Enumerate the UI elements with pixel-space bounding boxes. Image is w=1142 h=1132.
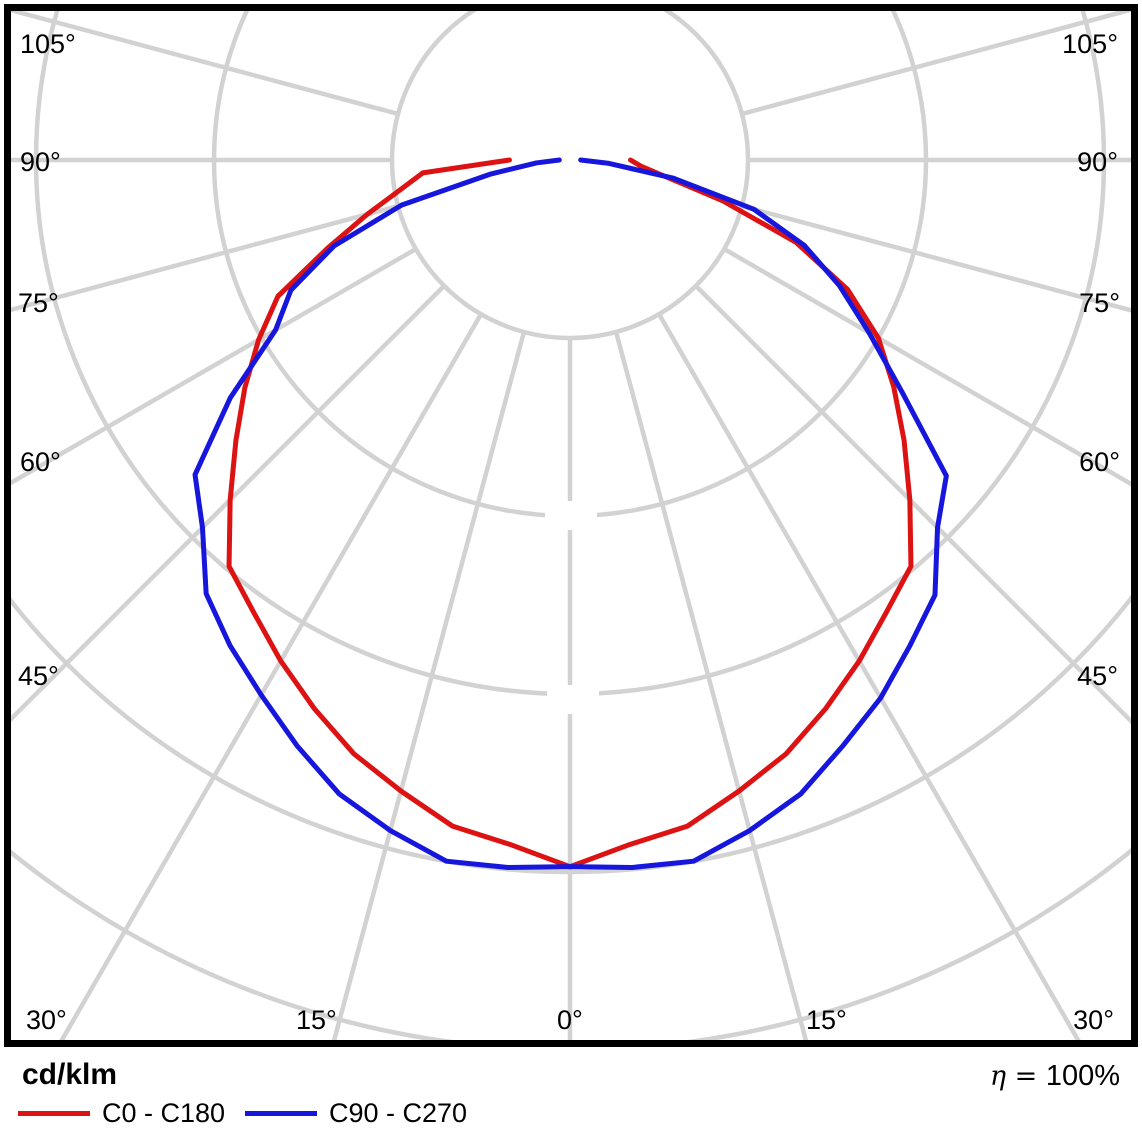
ring-value-box	[547, 685, 599, 714]
angle-tick-label: 75°	[18, 288, 59, 318]
legend-item-c0-c180: C0 - C180	[18, 1098, 225, 1129]
unit-label: cd/klm	[22, 1058, 118, 1091]
angle-tick-label: 45°	[18, 661, 59, 691]
ring-value-boxes	[545, 501, 599, 714]
grid-ray	[694, 284, 1133, 727]
angle-tick-label: 0°	[557, 1005, 583, 1035]
plot-frame	[4, 4, 1138, 1047]
legend-label-c0-c180: C0 - C180	[102, 1098, 226, 1128]
efficiency-label: η = 100%	[990, 1060, 1120, 1093]
grid-ray	[11, 284, 446, 723]
legend: C0 - C180 C90 - C270	[0, 1098, 1142, 1132]
angle-tick-label: 15°	[296, 1005, 337, 1035]
angle-tick-label: 105°	[20, 29, 76, 59]
grid-ray	[11, 203, 399, 313]
grid-ray	[657, 313, 1083, 1044]
legend-swatch-c90-c270	[245, 1111, 317, 1116]
angle-tick-label: 45°	[1077, 661, 1118, 691]
angle-tick-label: 30°	[26, 1005, 67, 1035]
eta-symbol: η =	[989, 1061, 1046, 1092]
grid-ray	[613, 331, 810, 1044]
curve-c90-c270	[192, 157, 949, 871]
angle-tick-label: 105°	[1062, 29, 1118, 59]
grid-ray	[330, 331, 527, 1044]
angle-tick-labels: 105° 90° 75° 60° 45° 30° 15° 0° 15° 30° 45° 60° 75° 9…	[18, 29, 1120, 1035]
grid-ray	[723, 247, 1133, 488]
angle-tick-label: 75°	[1079, 288, 1120, 318]
legend-label-c90-c270: C90 - C270	[329, 1098, 468, 1128]
grid-ray	[11, 11, 399, 117]
angle-tick-label: 30°	[1073, 1005, 1114, 1035]
grid-ray	[741, 203, 1133, 314]
angle-tick-label: 90°	[20, 147, 61, 177]
efficiency-value: 100%	[1045, 1060, 1120, 1092]
angle-tick-label: 90°	[1077, 147, 1118, 177]
curves	[192, 157, 949, 871]
legend-swatch-c0-c180	[18, 1111, 90, 1116]
legend-item-c90-c270: C90 - C270	[245, 1098, 467, 1129]
angle-tick-label: 60°	[1079, 447, 1120, 477]
ring-value-box	[545, 501, 597, 530]
angle-tick-label: 15°	[806, 1005, 847, 1035]
grid-ray	[57, 313, 483, 1044]
angle-tick-label: 60°	[20, 447, 61, 477]
grid-ray	[741, 11, 1133, 117]
grid-ray	[11, 247, 417, 486]
